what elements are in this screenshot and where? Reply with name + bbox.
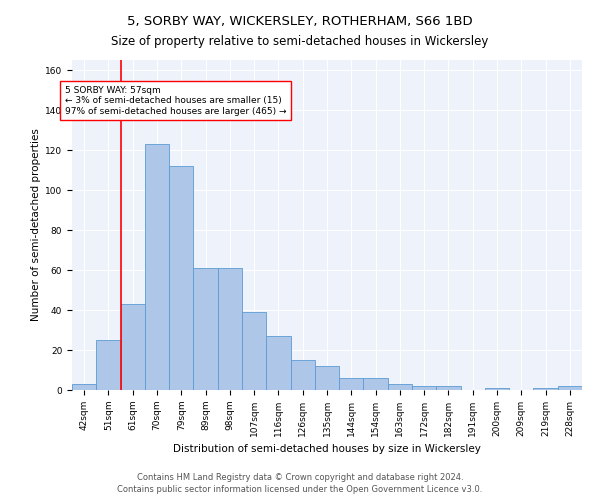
Bar bbox=[145, 144, 169, 390]
Y-axis label: Number of semi-detached properties: Number of semi-detached properties bbox=[31, 128, 41, 322]
Bar bbox=[242, 312, 266, 390]
Bar bbox=[339, 378, 364, 390]
Text: 5 SORBY WAY: 57sqm
← 3% of semi-detached houses are smaller (15)
97% of semi-det: 5 SORBY WAY: 57sqm ← 3% of semi-detached… bbox=[65, 86, 286, 116]
Bar bbox=[96, 340, 121, 390]
Text: 5, SORBY WAY, WICKERSLEY, ROTHERHAM, S66 1BD: 5, SORBY WAY, WICKERSLEY, ROTHERHAM, S66… bbox=[127, 15, 473, 28]
Bar bbox=[169, 166, 193, 390]
Bar bbox=[364, 378, 388, 390]
Text: Size of property relative to semi-detached houses in Wickersley: Size of property relative to semi-detach… bbox=[112, 35, 488, 48]
Bar bbox=[436, 386, 461, 390]
Bar bbox=[72, 384, 96, 390]
Bar bbox=[121, 304, 145, 390]
Bar bbox=[485, 388, 509, 390]
X-axis label: Distribution of semi-detached houses by size in Wickersley: Distribution of semi-detached houses by … bbox=[173, 444, 481, 454]
Bar bbox=[558, 386, 582, 390]
Bar bbox=[388, 384, 412, 390]
Bar bbox=[218, 268, 242, 390]
Bar bbox=[533, 388, 558, 390]
Bar bbox=[193, 268, 218, 390]
Bar bbox=[266, 336, 290, 390]
Bar bbox=[412, 386, 436, 390]
Bar bbox=[315, 366, 339, 390]
Text: Contains HM Land Registry data © Crown copyright and database right 2024.
Contai: Contains HM Land Registry data © Crown c… bbox=[118, 473, 482, 494]
Bar bbox=[290, 360, 315, 390]
